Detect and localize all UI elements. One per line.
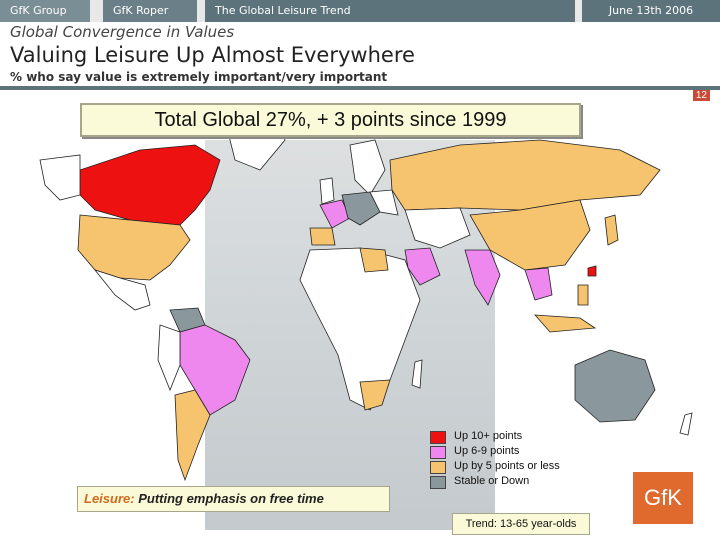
map-india (464, 249, 501, 306)
legend-label: Up 6-9 points (454, 445, 520, 457)
slide-subtitle: % who say value is extremely important/v… (10, 70, 388, 84)
legend-label: Stable or Down (454, 475, 530, 487)
map-australia (574, 349, 656, 423)
headline-banner: Total Global 27%, + 3 points since 1999 (80, 103, 581, 137)
legend-label: Up by 5 points or less (454, 460, 560, 472)
map-saudi (404, 247, 441, 286)
map-south-africa (359, 379, 391, 411)
map-scandinavia (349, 139, 386, 196)
map-andes (157, 324, 181, 392)
map-spain (309, 227, 336, 246)
legend-swatch (430, 461, 446, 474)
map-brazil (179, 324, 251, 416)
slide-kicker: Global Convergence in Values (10, 23, 235, 41)
map-russia (389, 139, 661, 211)
trend-note: Trend: 13-65 year-olds (452, 513, 590, 535)
map-africa (299, 247, 421, 411)
caption-keyword: Leisure: (84, 491, 135, 506)
gfk-logo: GfK (633, 472, 693, 524)
map-central-europe (341, 191, 381, 226)
tab-global-leisure-trend[interactable]: The Global Leisure Trend (205, 0, 575, 22)
map-china (469, 199, 591, 271)
world-map (39, 114, 693, 482)
map-alaska (39, 154, 81, 201)
header-date: June 13th 2006 (582, 0, 720, 22)
map-korea (587, 265, 597, 277)
header-rule (0, 86, 720, 90)
map-uk (319, 177, 335, 205)
legend-label: Up 10+ points (454, 430, 523, 442)
map-madagascar (411, 359, 423, 389)
map-japan (604, 214, 619, 246)
slide-title: Valuing Leisure Up Almost Everywhere (10, 43, 415, 67)
page-number: 12 (692, 90, 710, 101)
map-east-europe (369, 189, 399, 216)
legend-swatch (430, 476, 446, 489)
top-nav-bar: GfK Group GfK Roper The Global Leisure T… (0, 0, 720, 22)
map-argentina (174, 389, 211, 482)
map-philippines (577, 284, 589, 306)
map-egypt (359, 247, 389, 273)
map-new-zealand (679, 412, 693, 436)
map-indonesia (534, 314, 597, 333)
map-mexico (93, 269, 151, 311)
leisure-caption: Leisure: Putting emphasis on free time (77, 486, 390, 512)
tab-gfk-group[interactable]: GfK Group (0, 0, 90, 22)
map-canada (79, 144, 221, 226)
map-usa (77, 214, 191, 281)
map-southeast-asia (524, 267, 553, 301)
map-central-asia (404, 207, 471, 249)
legend-swatch (430, 446, 446, 459)
tab-gfk-roper[interactable]: GfK Roper (103, 0, 197, 22)
legend-swatch (430, 431, 446, 444)
caption-text: Putting emphasis on free time (138, 491, 324, 506)
